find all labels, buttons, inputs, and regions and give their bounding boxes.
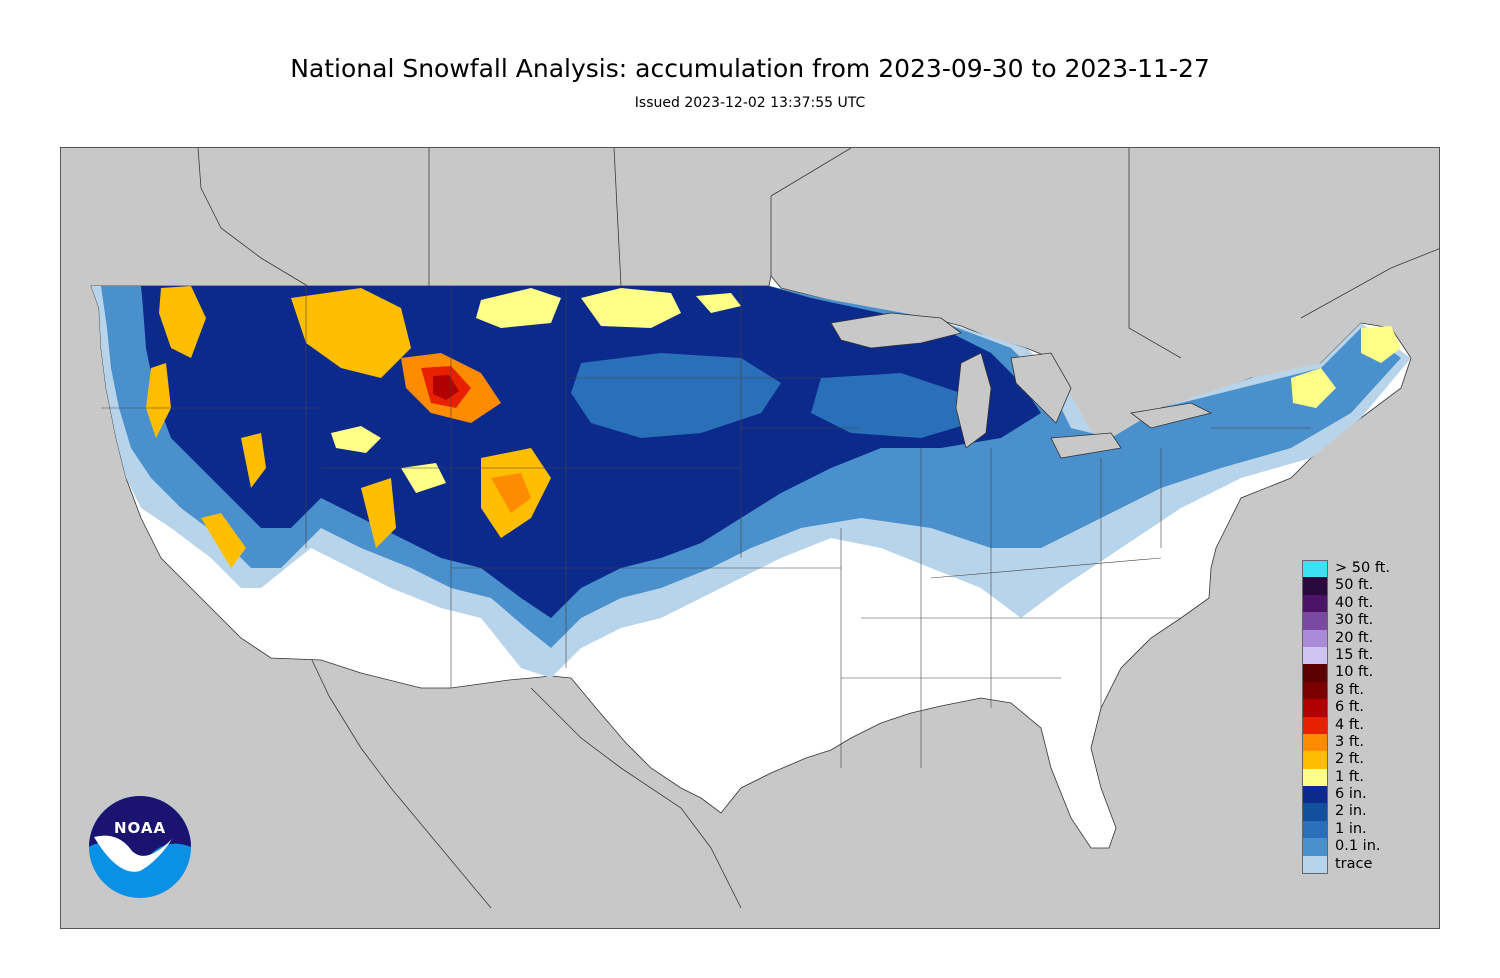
- snow-2in-patch-east: [811, 373, 971, 438]
- legend-item: 2 ft.: [1302, 751, 1422, 769]
- legend-label: 30 ft.: [1335, 612, 1374, 629]
- legend-label: 15 ft.: [1335, 646, 1374, 663]
- legend-swatch: [1302, 699, 1328, 717]
- legend-label: 10 ft.: [1335, 664, 1374, 681]
- great-lakes: [830, 312, 1213, 459]
- map-canvas: [61, 148, 1439, 928]
- legend-label: 20 ft.: [1335, 629, 1374, 646]
- legend-swatch: [1302, 560, 1328, 578]
- state-boundaries: [101, 286, 1311, 768]
- legend-label: trace: [1335, 855, 1373, 872]
- legend-swatch: [1302, 733, 1328, 752]
- legend-item: 15 ft.: [1302, 646, 1422, 665]
- legend-item: 20 ft.: [1302, 629, 1422, 647]
- legend-label: 2 in.: [1335, 803, 1367, 820]
- legend-item: trace: [1302, 855, 1422, 874]
- legend-item: 2 in.: [1302, 803, 1422, 821]
- legend-swatch: [1302, 716, 1328, 734]
- legend-label: 1 in.: [1335, 820, 1367, 837]
- legend-swatch: [1302, 803, 1328, 821]
- noaa-emblem-icon: [89, 796, 191, 898]
- issued-timestamp: Issued 2023-12-02 13:37:55 UTC: [634, 95, 866, 111]
- legend-item: 8 ft.: [1302, 681, 1422, 700]
- legend-swatch: [1302, 838, 1328, 856]
- legend-item: 1 ft.: [1302, 768, 1422, 787]
- legend-swatch: [1302, 612, 1328, 630]
- snow-1ft-patches: [331, 288, 1401, 493]
- legend-item: 0.1 in.: [1302, 838, 1422, 856]
- snow-2in-patch: [571, 353, 781, 438]
- map-title: National Snowfall Analysis: accumulation…: [290, 54, 1210, 83]
- legend-swatch: [1302, 646, 1328, 665]
- noaa-logo: NOAA: [88, 795, 192, 899]
- snow-heavy-mountains: [146, 286, 551, 568]
- legend-label: 6 in.: [1335, 786, 1367, 803]
- legend-label: 3 ft.: [1335, 733, 1364, 750]
- legend-swatch: [1302, 855, 1328, 874]
- noaa-logo-text: NOAA: [113, 819, 167, 837]
- legend-label: 8 ft.: [1335, 681, 1364, 698]
- legend-item: 40 ft.: [1302, 594, 1422, 613]
- legend-swatch: [1302, 681, 1328, 700]
- legend-swatch: [1302, 664, 1328, 682]
- legend-item: 50 ft.: [1302, 577, 1422, 595]
- legend-swatch: [1302, 577, 1328, 595]
- legend-item: > 50 ft.: [1302, 560, 1422, 578]
- legend-swatch: [1302, 594, 1328, 613]
- legend-swatch: [1302, 768, 1328, 787]
- legend-label: 2 ft.: [1335, 751, 1364, 768]
- legend-label: 1 ft.: [1335, 768, 1364, 785]
- legend-item: 10 ft.: [1302, 664, 1422, 682]
- legend-label: 50 ft.: [1335, 577, 1374, 594]
- international-boundaries: [197, 148, 1439, 909]
- legend-swatch: [1302, 820, 1328, 839]
- legend-swatch: [1302, 786, 1328, 804]
- legend-swatch: [1302, 751, 1328, 769]
- legend-label: 4 ft.: [1335, 716, 1364, 733]
- legend-label: > 50 ft.: [1335, 560, 1390, 576]
- legend-item: 6 in.: [1302, 786, 1422, 804]
- legend-item: 3 ft.: [1302, 733, 1422, 752]
- snowfall-legend: > 50 ft. 50 ft. 40 ft. 30 ft. 20 ft. 15 ft. 10…: [1302, 560, 1422, 874]
- snowfall-map: [60, 147, 1440, 929]
- legend-label: 6 ft.: [1335, 699, 1364, 716]
- legend-item: 6 ft.: [1302, 699, 1422, 717]
- legend-item: 1 in.: [1302, 820, 1422, 839]
- legend-item: 4 ft.: [1302, 716, 1422, 734]
- legend-swatch: [1302, 629, 1328, 647]
- legend-label: 0.1 in.: [1335, 838, 1381, 855]
- legend-label: 40 ft.: [1335, 594, 1374, 611]
- legend-item: 30 ft.: [1302, 612, 1422, 630]
